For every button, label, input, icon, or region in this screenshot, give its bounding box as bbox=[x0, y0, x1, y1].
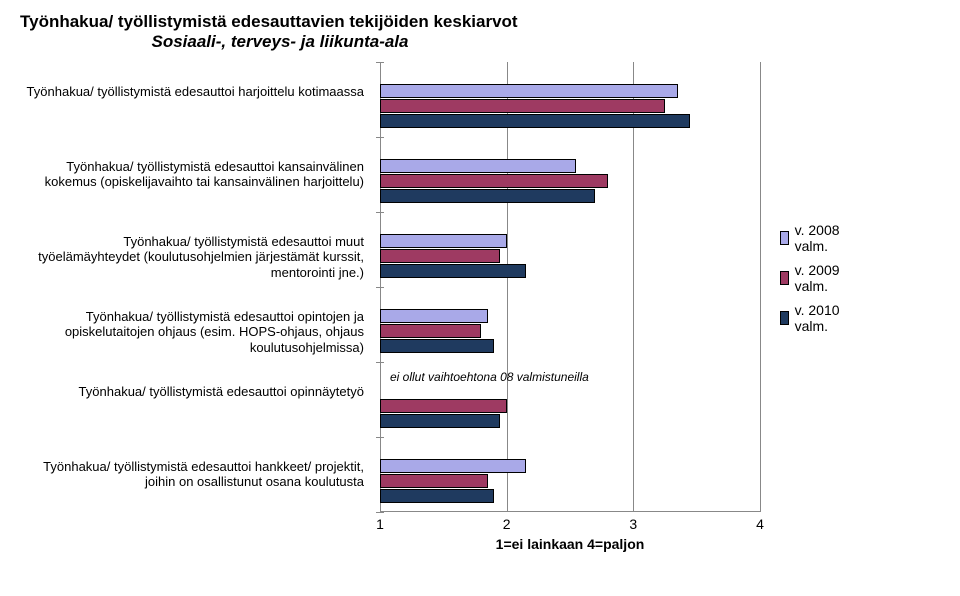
x-tick-label: 3 bbox=[629, 516, 637, 532]
chart-area: 1=ei lainkaan 4=paljon v. 2008 valm.v. 2… bbox=[20, 62, 840, 542]
legend-swatch bbox=[780, 231, 789, 245]
bar bbox=[380, 249, 500, 263]
category-label: Työnhakua/ työllistymistä edesauttoi opi… bbox=[20, 384, 370, 400]
bar bbox=[380, 84, 678, 98]
y-tick bbox=[376, 362, 384, 363]
category-label: Työnhakua/ työllistymistä edesauttoi kan… bbox=[20, 159, 370, 190]
legend-swatch bbox=[780, 311, 789, 325]
bar bbox=[380, 114, 690, 128]
bar bbox=[380, 309, 488, 323]
legend-label: v. 2008 valm. bbox=[795, 222, 840, 254]
y-tick bbox=[376, 437, 384, 438]
y-tick bbox=[376, 512, 384, 513]
legend-item: v. 2009 valm. bbox=[780, 262, 840, 294]
bar bbox=[380, 99, 665, 113]
legend: v. 2008 valm. v. 2009 valm. v. 2010 valm. bbox=[780, 222, 840, 342]
x-tick-label: 4 bbox=[756, 516, 764, 532]
chart-title-line2: Sosiaali-, terveys- ja liikunta-ala bbox=[20, 32, 540, 52]
bar bbox=[380, 414, 500, 428]
legend-item: v. 2010 valm. bbox=[780, 302, 840, 334]
gridline bbox=[760, 62, 761, 512]
gridline bbox=[633, 62, 634, 512]
legend-label: v. 2010 valm. bbox=[795, 302, 840, 334]
bar bbox=[380, 234, 507, 248]
chart-title-block: Työnhakua/ työllistymistä edesauttavien … bbox=[20, 12, 940, 52]
bar bbox=[380, 489, 494, 503]
category-label: Työnhakua/ työllistymistä edesauttoi muu… bbox=[20, 234, 370, 281]
category-label: Työnhakua/ työllistymistä edesauttoi han… bbox=[20, 459, 370, 490]
plot-region bbox=[380, 62, 760, 512]
x-tick-label: 1 bbox=[376, 516, 384, 532]
y-tick bbox=[376, 137, 384, 138]
category-label: Työnhakua/ työllistymistä edesauttoi har… bbox=[20, 84, 370, 100]
bar bbox=[380, 174, 608, 188]
legend-item: v. 2008 valm. bbox=[780, 222, 840, 254]
bar bbox=[380, 474, 488, 488]
gridline bbox=[507, 62, 508, 512]
bar bbox=[380, 339, 494, 353]
legend-swatch bbox=[780, 271, 789, 285]
bar bbox=[380, 399, 507, 413]
bar bbox=[380, 264, 526, 278]
series-annotation: ei ollut vaihtoehtona 08 valmistuneilla bbox=[390, 370, 589, 384]
chart-title-line1: Työnhakua/ työllistymistä edesauttavien … bbox=[20, 12, 940, 32]
bar bbox=[380, 459, 526, 473]
bar bbox=[380, 159, 576, 173]
legend-label: v. 2009 valm. bbox=[795, 262, 840, 294]
bar bbox=[380, 324, 481, 338]
y-tick bbox=[376, 287, 384, 288]
x-axis-title: 1=ei lainkaan 4=paljon bbox=[380, 536, 760, 552]
category-label: Työnhakua/ työllistymistä edesauttoi opi… bbox=[20, 309, 370, 356]
x-tick-label: 2 bbox=[503, 516, 511, 532]
y-tick bbox=[376, 62, 384, 63]
bar bbox=[380, 189, 595, 203]
y-tick bbox=[376, 212, 384, 213]
